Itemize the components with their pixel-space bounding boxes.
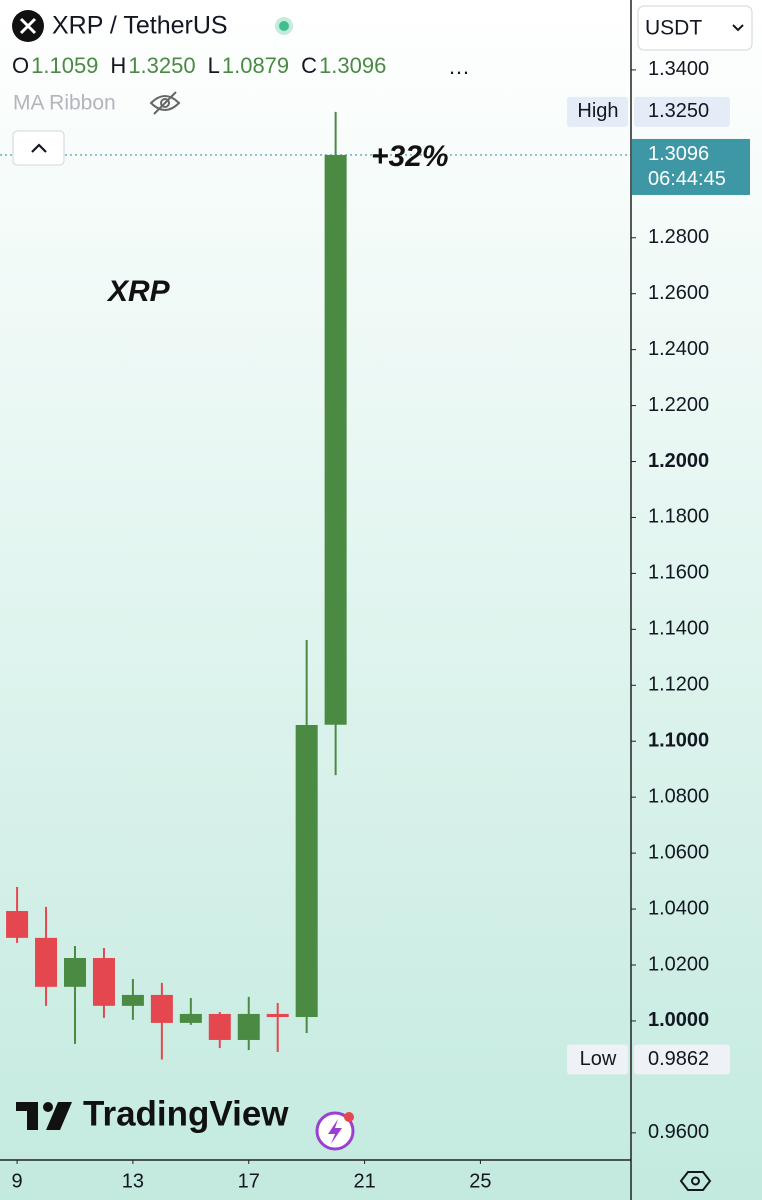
y-tick-label: 1.2000	[648, 450, 709, 472]
ohlc-value: 1.1059	[31, 53, 98, 78]
y-tick-label: 1.0000	[648, 1009, 709, 1031]
collapse-button[interactable]	[12, 130, 65, 166]
y-tick-label: 1.0200	[648, 953, 709, 975]
symbol-logo	[19, 17, 37, 35]
ohlc-key: O	[12, 53, 29, 78]
watermark-text: TradingView	[83, 1094, 289, 1133]
ohlc-key: H	[110, 53, 126, 78]
candle-body	[92, 958, 115, 1006]
y-tick-label: 1.0600	[648, 841, 709, 863]
alert-badge	[344, 1112, 354, 1122]
y-tick-label: 1.1800	[648, 506, 709, 528]
y-tick-label: 1.2400	[648, 338, 709, 360]
countdown: 06:44:45	[648, 168, 726, 190]
candle-body	[179, 1013, 202, 1023]
marker-name: Low	[580, 1048, 617, 1070]
indicator-name: MA Ribbon	[13, 92, 116, 115]
last-price-badge	[632, 138, 750, 195]
candle-body	[266, 1013, 289, 1018]
status-dot	[279, 21, 289, 31]
ohlc-value: 1.3250	[128, 53, 195, 78]
y-tick-label: 1.0400	[648, 897, 709, 919]
dropdown-icon	[732, 24, 744, 32]
settings-icon	[691, 1176, 700, 1186]
ohlc-value: 1.0879	[222, 53, 289, 78]
settings-button[interactable]	[679, 1171, 712, 1191]
alert-icon	[328, 1119, 342, 1144]
currency-selector[interactable]	[637, 5, 753, 51]
y-tick-label: 1.2800	[648, 226, 709, 248]
x-tick-label: 13	[122, 1170, 144, 1192]
y-tick-label: 1.0800	[648, 785, 709, 807]
currency-label: USDT	[645, 17, 702, 40]
y-tick-label: 1.1200	[648, 674, 709, 696]
candle-body	[208, 1013, 231, 1040]
candle-body	[150, 994, 173, 1023]
y-tick-label: 1.2200	[648, 394, 709, 416]
y-tick-label: 1.3400	[648, 58, 709, 80]
y-tick-label: 0.9600	[648, 1121, 709, 1143]
symbol-title: XRP / TetherUS	[52, 12, 228, 40]
marker-value: 0.9862	[648, 1048, 709, 1070]
candle-body	[121, 994, 144, 1006]
marker-value-bg	[634, 96, 730, 127]
marker-name: High	[577, 100, 618, 122]
x-tick-label: 9	[12, 1170, 23, 1192]
candle-body	[295, 725, 318, 1018]
marker-name-bg	[567, 96, 628, 127]
collapse-icon	[31, 143, 47, 153]
last-price-value: 1.3096	[648, 143, 709, 165]
y-tick-label: 1.1600	[648, 562, 709, 584]
candle-body	[237, 1013, 260, 1040]
candle-body	[63, 958, 87, 987]
ohlc-key: L	[208, 53, 220, 78]
candle-body	[6, 911, 29, 938]
annotation: +32%	[371, 140, 449, 173]
x-tick-label: 21	[353, 1170, 375, 1192]
watermark-logo	[16, 1102, 72, 1130]
x-tick-label: 17	[238, 1170, 260, 1192]
annotation: XRP	[106, 275, 171, 308]
candle-body	[35, 937, 58, 987]
visibility-icon[interactable]	[149, 91, 181, 115]
marker-name-bg	[567, 1044, 628, 1075]
x-tick-label: 25	[469, 1170, 491, 1192]
marker-value: 1.3250	[648, 100, 709, 122]
marker-value-bg	[634, 1044, 730, 1075]
y-tick-label: 1.1400	[648, 618, 709, 640]
ohlc-value: 1.3096	[319, 53, 386, 78]
ohlc-key: C	[301, 53, 317, 78]
more-menu[interactable]: …	[448, 54, 470, 79]
candle-body	[324, 154, 347, 725]
y-tick-label: 1.2600	[648, 282, 709, 304]
y-tick-label: 1.1000	[648, 730, 709, 752]
